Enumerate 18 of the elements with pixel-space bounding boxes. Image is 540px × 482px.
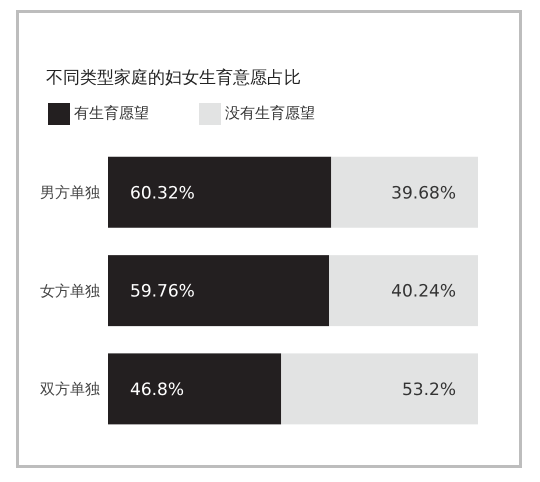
bar xyxy=(108,353,282,424)
legend-label: 没有生育愿望 xyxy=(225,104,315,122)
y-tick-label: 男方单独 xyxy=(40,183,100,202)
bar xyxy=(281,353,478,424)
data-label: 60.32% xyxy=(130,183,195,204)
y-tick-label: 双方单独 xyxy=(40,380,100,398)
bar xyxy=(331,156,478,228)
chart-title: 不同类型家庭的妇女生育意愿占比 xyxy=(46,67,301,89)
data-label: 46.8% xyxy=(130,380,184,400)
bar xyxy=(108,255,330,326)
data-label: 53.2% xyxy=(402,380,456,400)
bar xyxy=(329,255,478,326)
data-label: 39.68% xyxy=(391,183,456,204)
legend-label: 有生育愿望 xyxy=(74,104,149,122)
data-label: 59.76% xyxy=(130,282,195,302)
data-label: 40.24% xyxy=(391,282,456,302)
y-tick-label: 女方单独 xyxy=(40,282,100,300)
bar xyxy=(108,156,332,228)
